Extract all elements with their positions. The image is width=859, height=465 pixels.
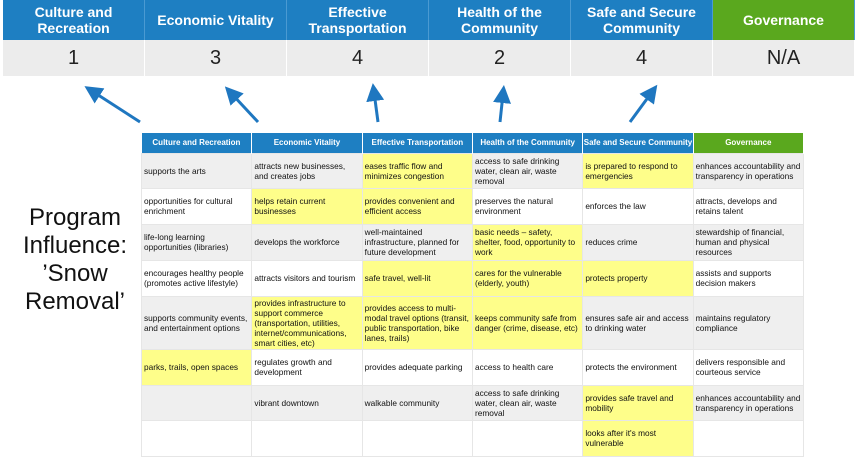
summary-score: 1	[3, 40, 145, 76]
summary-header: Safe and Secure Community	[571, 0, 713, 40]
table-cell: eases traffic flow and minimizes congest…	[361, 152, 473, 189]
arrow-icon	[224, 86, 260, 124]
table-cell: attracts visitors and tourism	[251, 259, 363, 297]
table-cell	[140, 384, 253, 421]
summary-score: 4	[571, 40, 713, 76]
arrow-icon	[84, 86, 141, 124]
arrows	[84, 83, 658, 124]
table-row: supports the arts attracts new businesses…	[140, 152, 805, 189]
table-cell: attracts, develops and retains talent	[692, 187, 805, 225]
column-header: Safe and Secure Community	[582, 133, 694, 153]
table-cell: access to health care	[471, 348, 584, 386]
summary-header: Effective Transportation	[287, 0, 429, 40]
summary-score: 3	[145, 40, 287, 76]
table-cell: supports community events, and entertain…	[140, 295, 253, 350]
summary-header: Culture and Recreation	[3, 0, 145, 40]
table-cell: enforces the law	[582, 187, 694, 225]
table-cell	[361, 419, 473, 457]
table-cell: preserves the natural environment	[471, 187, 584, 225]
column-header: Health of the Community	[472, 133, 584, 153]
table-cell: enhances accountability and transparency…	[692, 384, 805, 421]
table-row: parks, trails, open spaces regulates grow…	[140, 348, 805, 386]
table-cell: stewardship of financial, human and phys…	[692, 223, 805, 261]
table-cell: access to safe drinking water, clean air…	[471, 152, 584, 189]
table-cell: looks after it's most vulnerable	[582, 419, 694, 457]
table-cell: walkable community	[361, 384, 473, 421]
table-cell: provides access to multi-modal travel op…	[361, 295, 473, 350]
table-cell	[692, 419, 805, 457]
table-cell: is prepared to respond to emergencies	[582, 152, 694, 189]
table-cell: reduces crime	[582, 223, 694, 261]
table-cell	[140, 419, 253, 457]
table-cell: well-maintained infrastructure, planned …	[361, 223, 473, 261]
table-cell: helps retain current businesses	[251, 187, 363, 225]
table-cell: opportunities for cultural enrichment	[140, 187, 253, 225]
table-cell: parks, trails, open spaces	[140, 348, 253, 386]
summary-score: 4	[287, 40, 429, 76]
table-cell: provides infrastructure to support comme…	[251, 295, 363, 350]
summary-header: Health of the Community	[429, 0, 571, 40]
summary-grid: Culture and Recreation Economic Vitality E…	[3, 0, 855, 76]
table-cell: cares for the vulnerable (elderly, youth…	[471, 259, 584, 297]
influence-table: Culture and Recreation Economic Vitality E…	[140, 133, 805, 457]
summary-score: 2	[429, 40, 571, 76]
summary-header: Governance	[713, 0, 855, 40]
table-cell	[471, 419, 584, 457]
table-cell: life-long learning opportunities (librar…	[140, 223, 253, 261]
table-cell: keeps community safe from danger (crime,…	[471, 295, 584, 350]
arrow-icon	[366, 83, 385, 123]
table-row: encourages healthy people (promotes acti…	[140, 259, 805, 297]
table-row: supports community events, and entertain…	[140, 295, 805, 350]
table-cell: ensures safe air and access to drinking …	[582, 295, 694, 350]
table-cell: access to safe drinking water, clean air…	[471, 384, 584, 421]
table-cell: encourages healthy people (promotes acti…	[140, 259, 253, 297]
table-cell: supports the arts	[140, 152, 253, 189]
table-cell: vibrant downtown	[251, 384, 363, 421]
arrow-icon	[628, 84, 658, 123]
column-header: Economic Vitality	[251, 133, 363, 153]
table-cell: provides safe travel and mobility	[582, 384, 694, 421]
summary-header: Economic Vitality	[145, 0, 287, 40]
column-header: Governance	[693, 133, 805, 153]
table-row: life-long learning opportunities (librar…	[140, 223, 805, 261]
table-cell: provides adequate parking	[361, 348, 473, 386]
table-cell: provides convenient and efficient access	[361, 187, 473, 225]
table-cell: delivers responsible and courteous servi…	[692, 348, 805, 386]
table-cell: safe travel, well-lit	[361, 259, 473, 297]
summary-score: N/A	[713, 40, 855, 76]
table-cell: maintains regulatory compliance	[692, 295, 805, 350]
column-header: Effective Transportation	[362, 133, 473, 153]
table-row: opportunities for cultural enrichment hel…	[140, 187, 805, 225]
table-cell: develops the workforce	[251, 223, 363, 261]
table-cell	[251, 419, 363, 457]
program-title: Program Influence: ’Snow Removal’	[22, 204, 128, 315]
column-header: Culture and Recreation	[141, 133, 253, 153]
table-cell: assists and supports decision makers	[692, 259, 805, 297]
table-cell: enhances accountability and transparency…	[692, 152, 805, 189]
table-cell: protects property	[582, 259, 694, 297]
table-row: vibrant downtown walkable community access…	[140, 384, 805, 421]
table-cell: attracts new businesses, and creates job…	[251, 152, 363, 189]
table-cell: protects the environment	[582, 348, 694, 386]
table-cell: regulates growth and development	[251, 348, 363, 386]
arrow-icon	[493, 85, 511, 123]
table-cell: basic needs – safety, shelter, food, opp…	[471, 223, 584, 261]
table-row: looks after it's most vulnerable	[140, 419, 805, 457]
